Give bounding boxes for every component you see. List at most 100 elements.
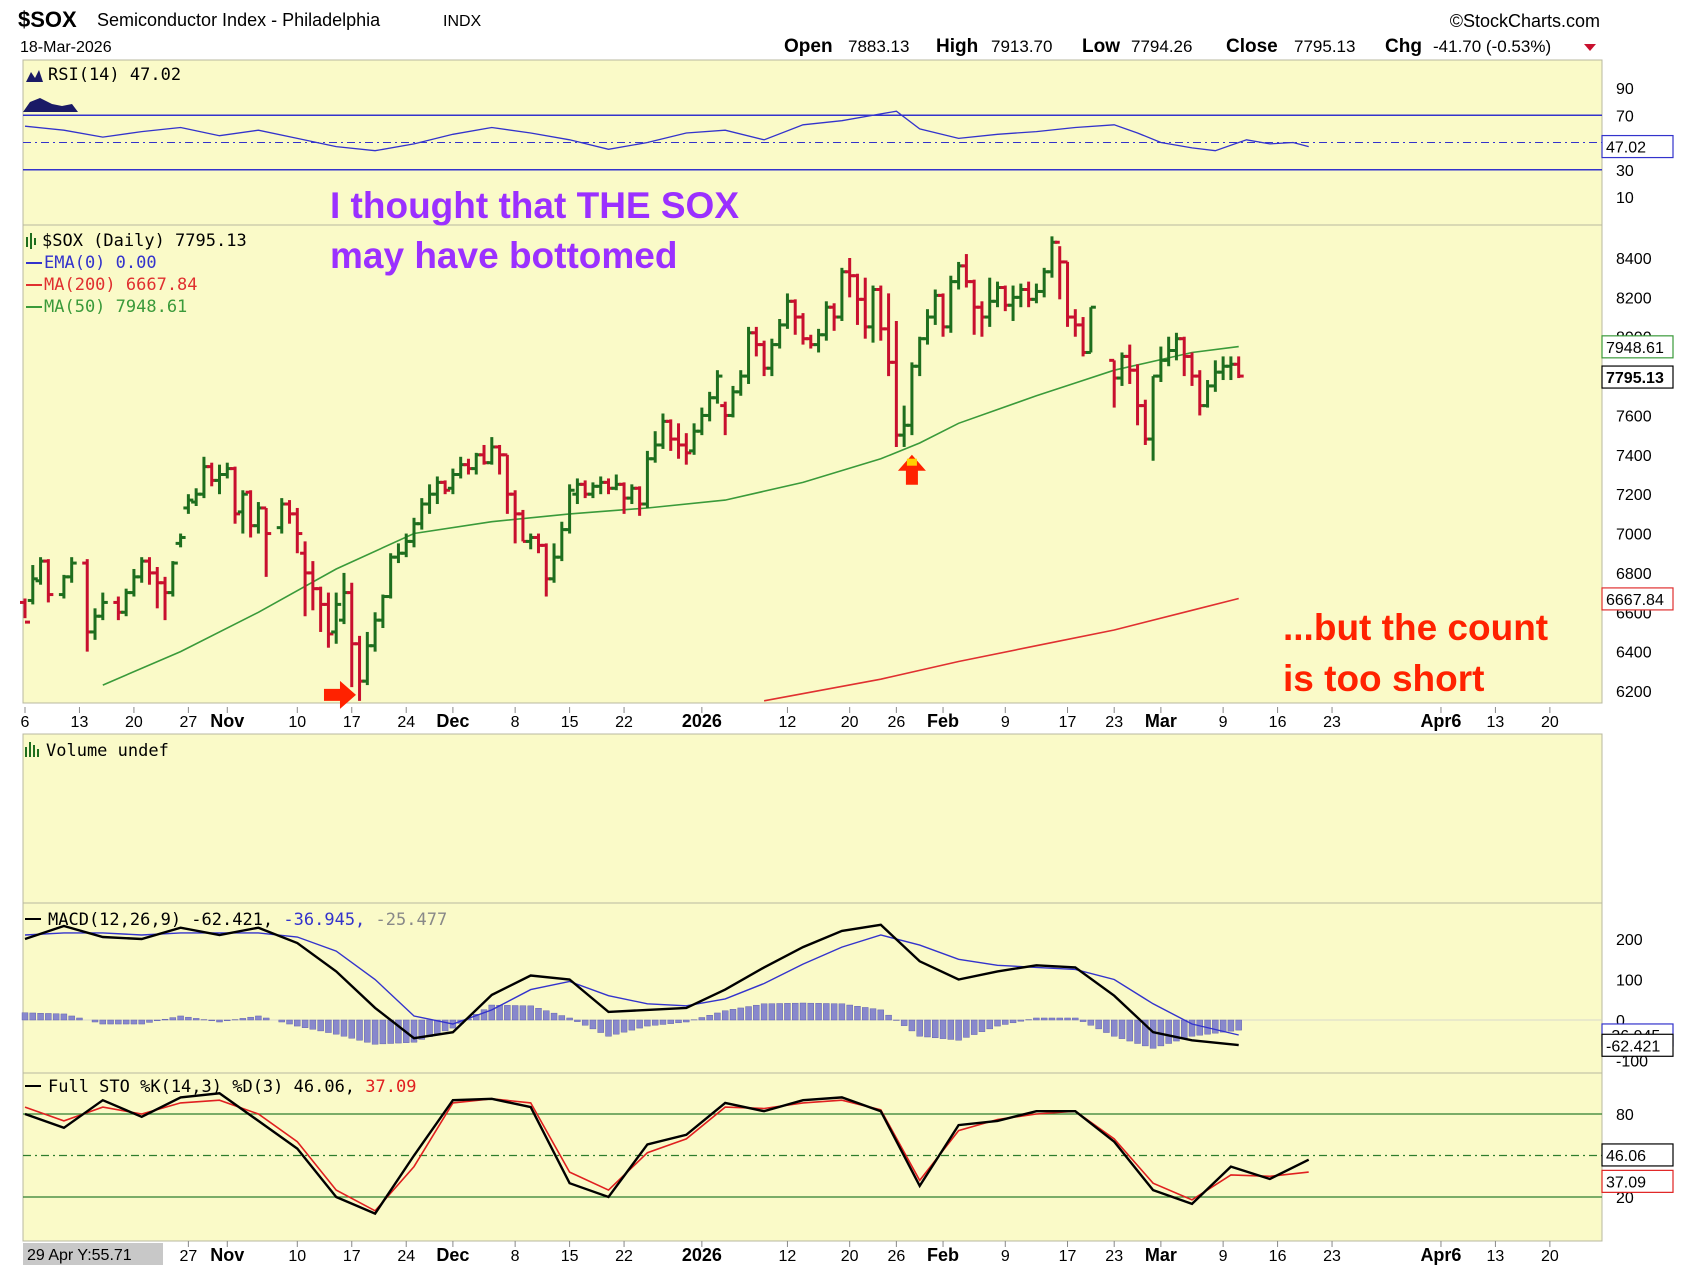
macd-histogram-bar bbox=[76, 1017, 83, 1021]
x-tick-label: Dec bbox=[436, 711, 469, 731]
x-tick-label: 27 bbox=[179, 1248, 197, 1265]
x-tick-label: Nov bbox=[210, 711, 244, 731]
price-value-tag-2-label: 6667.84 bbox=[1606, 592, 1664, 609]
red-arrow-right-icon bbox=[323, 680, 356, 709]
exchange: INDX bbox=[443, 13, 482, 30]
x-tick-label: 6 bbox=[21, 714, 30, 731]
x-tick-label: 13 bbox=[71, 714, 89, 731]
sto-value-tag-0: 46.06 bbox=[1601, 1143, 1674, 1167]
rsi-tick-90: 90 bbox=[1616, 81, 1634, 98]
price-bar bbox=[712, 370, 723, 404]
x-tick-label: 2026 bbox=[682, 1245, 722, 1265]
macd-histogram-bar bbox=[729, 1009, 737, 1021]
annotation-bottom-line2: is too short bbox=[1283, 658, 1484, 699]
volume-panel bbox=[22, 733, 1603, 904]
macd-histogram-bar bbox=[667, 1019, 674, 1024]
x-tick-label: Mar bbox=[1145, 711, 1177, 731]
price-bar bbox=[1233, 356, 1244, 379]
price-bar bbox=[20, 598, 30, 624]
macd-histogram-bar bbox=[768, 1003, 776, 1021]
macd-histogram-bar bbox=[185, 1016, 192, 1021]
rsi-tick-30: 30 bbox=[1616, 163, 1634, 180]
macd-histogram-bar bbox=[286, 1019, 293, 1025]
macd-histogram-bar bbox=[511, 1005, 519, 1021]
legend-label: MA(200) 6667.84 bbox=[44, 275, 198, 295]
macd-histogram-bar bbox=[737, 1007, 744, 1021]
macd-histogram-bar bbox=[1118, 1019, 1126, 1039]
x-tick-label: 15 bbox=[561, 714, 579, 731]
macd-histogram-bar bbox=[613, 1019, 620, 1035]
macd-histogram-bar bbox=[107, 1019, 114, 1025]
macd-histogram-bar bbox=[877, 1009, 884, 1021]
macd-panel bbox=[22, 902, 1603, 1074]
bottom-axis-tag-box bbox=[23, 1243, 163, 1265]
macd-histogram-bar bbox=[488, 1004, 495, 1021]
macd-histogram-bar bbox=[1017, 1019, 1025, 1022]
macd-histogram-bar bbox=[1235, 1019, 1242, 1031]
x-tick-label: 9 bbox=[1001, 714, 1010, 731]
x-tick-label: 15 bbox=[561, 1248, 579, 1265]
macd-histogram-bar bbox=[60, 1013, 68, 1021]
price-title: $SOX (Daily) 7795.13 bbox=[42, 231, 247, 251]
x-tick-label: 17 bbox=[1059, 714, 1077, 731]
macd-histogram-bar bbox=[683, 1019, 690, 1023]
sto-value-tag-1: 37.09 bbox=[1601, 1169, 1674, 1193]
macd-histogram-bar bbox=[628, 1019, 636, 1031]
macd-histogram-bar bbox=[1142, 1019, 1149, 1047]
macd-histogram-bar bbox=[192, 1018, 200, 1021]
x-tick-label: 26 bbox=[887, 714, 905, 731]
x-tick-label: 22 bbox=[615, 714, 633, 731]
macd-histogram-bar bbox=[1227, 1019, 1235, 1032]
price-bar bbox=[1085, 305, 1096, 354]
macd-histogram-bar bbox=[605, 1019, 612, 1037]
macd-histogram-bar bbox=[52, 1013, 60, 1021]
macd-histogram-bar bbox=[480, 1009, 488, 1021]
macd-histogram-bar bbox=[550, 1012, 558, 1021]
macd-histogram-bar bbox=[1064, 1017, 1071, 1021]
x-tick-label: 2026 bbox=[682, 711, 722, 731]
macd-histogram-bar bbox=[745, 1006, 752, 1021]
x-tick-label: 23 bbox=[1105, 1248, 1123, 1265]
chg-label: Chg bbox=[1385, 36, 1422, 57]
index-name: Semiconductor Index - Philadelphia bbox=[97, 10, 381, 30]
macd-histogram-bar bbox=[278, 1019, 285, 1023]
macd-histogram-bar bbox=[784, 1003, 791, 1021]
price-value-tag-0-box bbox=[1601, 335, 1674, 359]
macd-histogram-bar bbox=[932, 1019, 939, 1039]
macd-histogram-bar bbox=[340, 1019, 348, 1037]
macd-histogram-bar bbox=[597, 1019, 604, 1033]
macd-histogram-bar bbox=[799, 1002, 807, 1021]
macd-histogram-bar bbox=[45, 1013, 52, 1021]
macd-histogram-bar bbox=[371, 1019, 379, 1045]
price-bar bbox=[175, 533, 186, 548]
x-tick-label: Apr6 bbox=[1420, 1245, 1461, 1265]
macd-histogram-bar bbox=[924, 1019, 931, 1038]
macd-histogram-bar bbox=[519, 1005, 527, 1021]
macd-value-tag-1: -62.421 bbox=[1601, 1033, 1674, 1057]
macd-histogram-bar bbox=[138, 1019, 145, 1025]
macd-histogram-bar bbox=[68, 1015, 75, 1021]
x-tick-label: 17 bbox=[1059, 1248, 1077, 1265]
macd-histogram-bar bbox=[1040, 1017, 1048, 1021]
rsi-tick-10: 10 bbox=[1616, 190, 1634, 207]
sto-value-tag-0-box bbox=[1601, 1143, 1674, 1167]
price-bar bbox=[681, 433, 692, 465]
macd-histogram-bar bbox=[169, 1017, 177, 1021]
x-tick-label: 27 bbox=[179, 714, 197, 731]
open-value: 7883.13 bbox=[848, 37, 909, 56]
close-value: 7795.13 bbox=[1294, 37, 1355, 56]
macd-histogram-bar bbox=[410, 1019, 418, 1043]
macd-histogram-bar bbox=[574, 1019, 581, 1022]
x-tick-label: 17 bbox=[343, 1248, 361, 1265]
macd-histogram-bar bbox=[869, 1008, 877, 1021]
macd-histogram-bar bbox=[395, 1019, 402, 1044]
macd-histogram-bar bbox=[301, 1019, 309, 1028]
macd-histogram-bar bbox=[854, 1006, 861, 1021]
macd-histogram-bar bbox=[348, 1019, 355, 1039]
macd-histogram-bar bbox=[1219, 1019, 1227, 1033]
macd-histogram-bar bbox=[675, 1019, 682, 1024]
macd-histogram-bar bbox=[364, 1019, 371, 1043]
macd-histogram-bar bbox=[753, 1004, 760, 1021]
rsi-tick-70: 70 bbox=[1616, 108, 1634, 125]
price-bar bbox=[292, 507, 303, 554]
